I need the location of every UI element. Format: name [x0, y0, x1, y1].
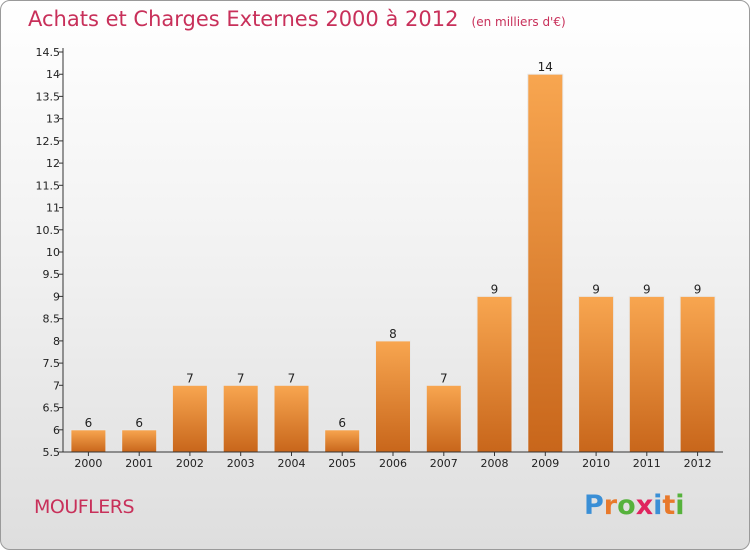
- bars-group: [70, 73, 716, 453]
- y-tick-label-9.5: 9.5: [43, 268, 61, 281]
- x-tick-label-2012: 2012: [684, 457, 712, 470]
- bar-2003: [222, 384, 259, 453]
- labels-group: 6 2000 6 2001 7 2002 7 2003 7 2004 6 2005 8 2006 7 2007…: [36, 46, 712, 470]
- data-label-2011: 9: [643, 282, 651, 296]
- bar-2008: [476, 295, 513, 453]
- bar-2001: [121, 429, 158, 453]
- y-tick-label-7: 7: [53, 379, 60, 392]
- bar-2010: [578, 295, 615, 453]
- y-tick-label-11: 11: [46, 202, 60, 215]
- logo-letter: P: [584, 490, 604, 521]
- x-tick-label-2009: 2009: [531, 457, 559, 470]
- proxiti-logo[interactable]: Proxiti: [584, 490, 685, 521]
- data-label-2010: 9: [592, 282, 600, 296]
- bar-2004: [273, 384, 310, 453]
- axes-group: [59, 48, 723, 456]
- town-name: MOUFLERS: [34, 496, 135, 518]
- x-tick-label-2004: 2004: [278, 457, 306, 470]
- y-tick-label-6: 6: [53, 424, 60, 437]
- x-tick-label-2005: 2005: [328, 457, 356, 470]
- bar-2012: [679, 295, 716, 453]
- y-tick-label-9: 9: [53, 290, 60, 303]
- bar-2002: [171, 384, 208, 453]
- logo-letter: o: [617, 490, 636, 521]
- x-tick-label-2000: 2000: [74, 457, 102, 470]
- x-tick-label-2011: 2011: [633, 457, 661, 470]
- data-label-2003: 7: [237, 371, 245, 385]
- logo-letter: t: [662, 490, 676, 521]
- y-tick-label-10: 10: [46, 246, 60, 259]
- y-tick-label-13.5: 13.5: [36, 90, 61, 103]
- bar-2011: [628, 295, 665, 453]
- x-tick-label-2007: 2007: [430, 457, 458, 470]
- data-label-2008: 9: [491, 282, 499, 296]
- y-tick-label-5.5: 5.5: [43, 446, 61, 459]
- x-tick-label-2003: 2003: [227, 457, 255, 470]
- x-tick-label-2002: 2002: [176, 457, 204, 470]
- bar-2005: [324, 429, 361, 453]
- bar-2009: [527, 73, 564, 453]
- bar-2006: [375, 340, 411, 453]
- data-label-2009: 14: [538, 60, 553, 74]
- x-tick-label-2001: 2001: [125, 457, 153, 470]
- data-label-2000: 6: [85, 416, 93, 430]
- data-label-2007: 7: [440, 371, 448, 385]
- x-tick-label-2006: 2006: [379, 457, 407, 470]
- data-label-2006: 8: [389, 327, 397, 341]
- y-tick-label-14: 14: [46, 68, 60, 81]
- x-tick-label-2008: 2008: [481, 457, 509, 470]
- y-tick-label-7.5: 7.5: [43, 357, 61, 370]
- logo-letter: i: [675, 490, 685, 521]
- logo-letter: r: [603, 490, 618, 521]
- chart-title-main: Achats et Charges Externes 2000 à 2012: [28, 7, 459, 31]
- logo-letter: i: [653, 490, 663, 521]
- data-label-2005: 6: [338, 416, 346, 430]
- data-label-2012: 9: [694, 282, 702, 296]
- data-label-2002: 7: [186, 371, 194, 385]
- chart-title-unit: (en milliers d'€): [471, 15, 566, 29]
- y-tick-label-6.5: 6.5: [43, 402, 61, 415]
- y-tick-label-12.5: 12.5: [36, 135, 61, 148]
- y-tick-label-13: 13: [46, 113, 60, 126]
- y-tick-label-12: 12: [46, 157, 60, 170]
- y-tick-label-14.5: 14.5: [36, 46, 61, 59]
- bar-2007: [425, 384, 462, 453]
- y-tick-label-8.5: 8.5: [43, 313, 61, 326]
- bar-2000: [70, 429, 107, 453]
- y-tick-label-11.5: 11.5: [36, 179, 61, 192]
- x-tick-label-2010: 2010: [582, 457, 610, 470]
- data-label-2001: 6: [135, 416, 143, 430]
- data-label-2004: 7: [288, 371, 296, 385]
- y-tick-label-10.5: 10.5: [36, 224, 61, 237]
- chart-title: Achats et Charges Externes 2000 à 2012 (…: [28, 7, 566, 31]
- logo-letter: x: [635, 490, 654, 521]
- y-tick-label-8: 8: [53, 335, 60, 348]
